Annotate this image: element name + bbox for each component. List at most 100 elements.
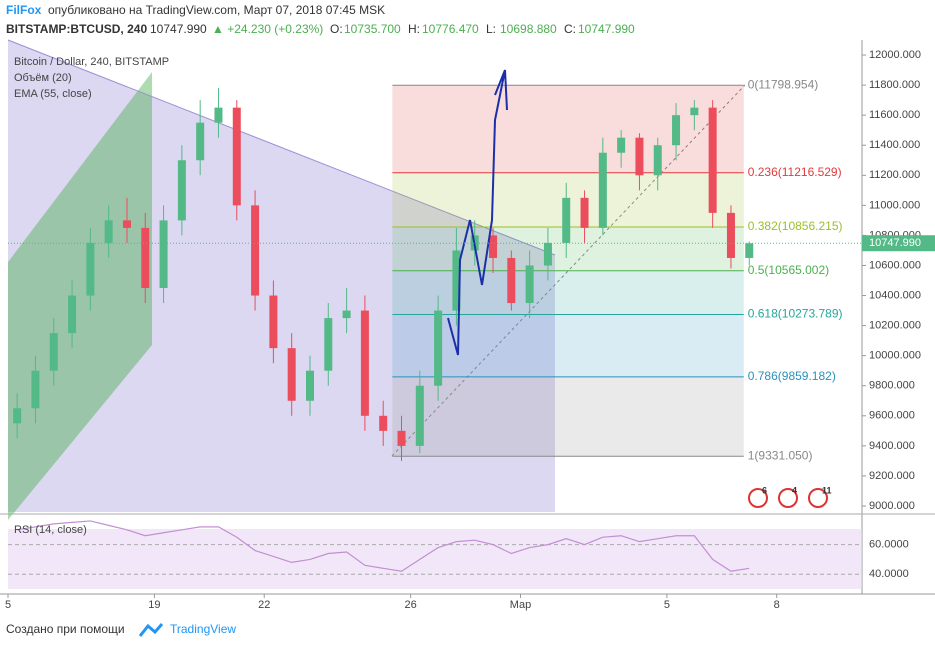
candle-body [68,295,77,334]
fib-band [392,376,744,457]
candle-body [543,242,552,266]
fib-label: 0.236(11216.529) [748,165,842,179]
candle-body [653,145,662,176]
candle-body [342,310,351,319]
event-icon [748,488,768,508]
candle-body [379,415,388,431]
x-tick-label: 19 [148,599,160,611]
hand-drawing [447,69,508,356]
y-tick-label: 10600.000 [869,259,921,271]
legend-volume: Объём (20) [14,72,72,84]
ohlc-value: 10747.990 [578,22,635,36]
candle-body [452,250,461,311]
rsi-series: 40.0000 60.0000 [8,520,909,580]
footer-brand: TradingView [170,622,236,636]
footer-text: Создано при помощи [6,622,125,636]
y-tick-label: 10200.000 [869,320,921,332]
candle-body [251,205,260,296]
rsi-line [17,520,750,572]
y-tick-label: 9000.000 [869,500,915,512]
y-tick-label: 11800.000 [869,79,920,91]
legend-ema: EMA (55, close) [14,88,92,100]
fib-label: 0.618(10273.789) [748,307,843,321]
candle-body [86,242,95,296]
last-price-tag-text: 10747.990 [869,237,921,249]
published: опубликовано на TradingView.com, Март 07… [48,3,385,17]
candle-body [360,310,369,416]
candle-body [708,107,717,213]
event-icon [808,488,828,508]
candle-body [397,430,406,446]
change: ▲ +24.230 (+0.23%) [212,22,323,36]
candle-body [434,310,443,386]
fib-band [392,314,744,377]
ohlc-value: 10698.880 [500,22,557,36]
y-tick-label: 9400.000 [869,440,915,452]
fib-label: 0.382(10856.215) [748,219,843,233]
candle-body [598,152,607,228]
event-count: 11 [822,485,832,495]
candle-body [525,265,534,304]
fib-diagonal [391,84,746,457]
candle-body [269,295,278,349]
price-series [13,88,754,461]
y-tick-label: 10000.000 [869,350,921,362]
candle-body [415,385,424,446]
ohlc-key: C: [564,22,576,36]
rsi-title: RSI (14, close) [14,524,87,536]
x-tick-label: 5 [664,599,670,611]
ohlc-value: 10776.470 [422,22,479,36]
candle-body [489,235,498,258]
y-tick-label: 11600.000 [869,109,920,121]
rsi-tick-label: 60.0000 [869,539,909,551]
event-count: 4 [792,485,797,495]
ohlc-key: H: [408,22,420,36]
candle-body [31,370,40,409]
candle-body [635,137,644,176]
candle-body [13,408,22,424]
event-count: 6 [762,485,767,495]
candle-body [141,227,150,289]
y-tick-label: 11000.000 [869,199,920,211]
last-price-tag [862,235,935,252]
candle-body [159,220,168,289]
ohlc-key: L: [486,22,496,36]
events: 6 4 11 [748,485,832,508]
candle-body [726,212,735,258]
rsi-band [8,529,862,589]
candle-body [617,137,626,153]
fib-band [392,270,744,315]
fib-band [392,85,744,173]
fib-label: 1(9331.050) [748,448,813,462]
candle-body [324,318,333,371]
candle-body [562,197,571,243]
logo [138,623,164,637]
candle-body [214,107,223,123]
y-tick-label: 9800.000 [869,380,915,392]
legend-main: Bitcoin / Dollar, 240, BITSTAMP [14,56,169,68]
last-price: 10747.990 [150,22,207,36]
candle-body [177,160,186,221]
candle-body [507,257,516,304]
candle-body [690,107,699,116]
candle-body [49,333,58,371]
fib-label: 0.5(10565.002) [748,263,829,277]
y-tick-label: 10400.000 [869,289,921,301]
fib-label: 0.786(9859.182) [748,369,836,383]
trend-line [7,39,556,256]
candle-body [122,220,131,228]
symbol: BITSTAMP:BTCUSD, 240 [6,22,147,36]
event-icon [778,488,798,508]
fib-label: 0(11798.954) [748,77,819,91]
x-tick-label: 5 [5,599,11,611]
y-tick-label: 11400.000 [869,139,920,151]
ohlc: O: 10735.700 H: 10776.470 L: 10698.880 C: 10747… [330,22,635,36]
rsi-tick-label: 40.0000 [869,568,909,580]
channel-drawing [8,72,152,520]
x-tick-label: 26 [405,599,417,611]
candle-body [580,197,589,228]
y-tick-label: 9600.000 [869,410,915,422]
candle-body [745,243,754,258]
y-tick-label: 11200.000 [869,169,920,181]
